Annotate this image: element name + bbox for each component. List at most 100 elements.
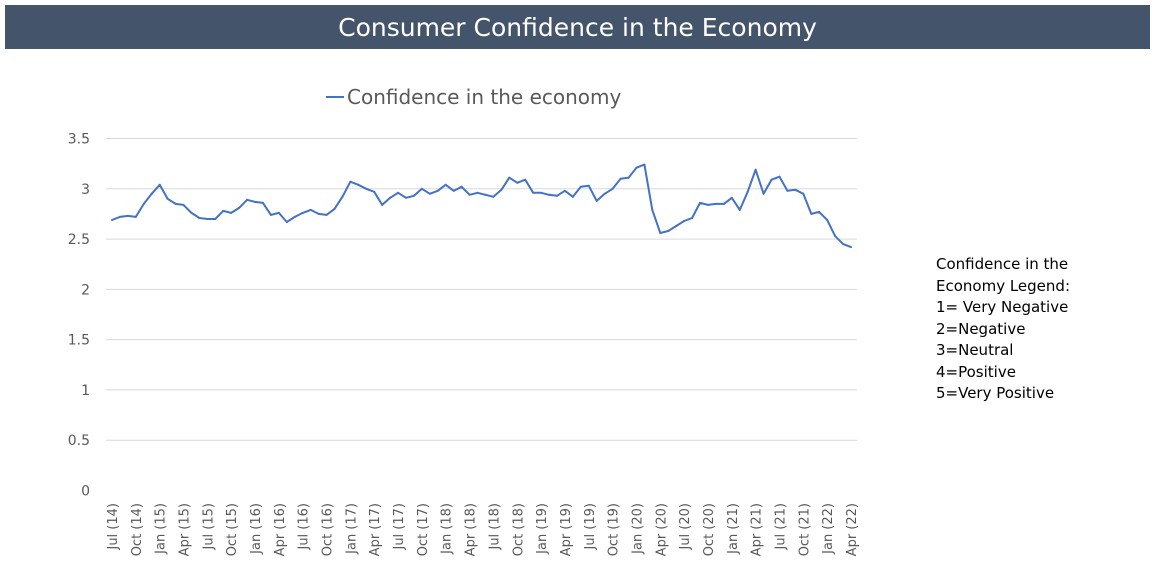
legend-item-very-positive: 5=Very Positive <box>936 384 1055 402</box>
data-point <box>524 178 527 181</box>
data-point <box>595 199 598 202</box>
data-point <box>214 218 217 220</box>
x-tick-label: Apr (15) <box>178 503 193 556</box>
legend-item-negative: 2=Negative <box>936 319 1026 338</box>
data-point <box>603 192 606 195</box>
data-point <box>230 211 233 214</box>
data-point <box>548 193 550 196</box>
x-tick-label: Jul (19) <box>583 503 598 551</box>
data-point <box>357 183 360 186</box>
data-point <box>714 202 717 205</box>
data-point <box>269 213 272 216</box>
data-point <box>699 201 701 204</box>
legend-item-neutral: 3=Neutral <box>936 341 1014 359</box>
data-point <box>722 202 725 205</box>
data-point <box>126 214 129 217</box>
confidence-scale-legend: Confidence in the Economy Legend: 1= Ver… <box>936 254 1146 405</box>
data-point <box>158 183 161 186</box>
data-point <box>730 196 733 199</box>
data-point <box>118 215 121 218</box>
data-point <box>770 178 773 181</box>
data-point <box>842 243 845 246</box>
data-point <box>222 209 225 212</box>
y-tick-label: 1 <box>81 383 90 399</box>
data-point <box>341 195 344 198</box>
x-tick-label: Apr (17) <box>368 503 383 556</box>
data-point <box>134 215 137 218</box>
legend-item-very-negative: 1= Very Negative <box>936 298 1069 316</box>
data-point <box>476 191 479 194</box>
data-point <box>285 221 288 223</box>
data-point <box>746 190 749 193</box>
data-point <box>802 192 805 195</box>
x-tick-label: Jul (14) <box>106 503 121 551</box>
data-point <box>794 188 797 191</box>
x-tick-label: Apr (16) <box>273 503 288 556</box>
x-tick-label: Jul (16) <box>297 503 312 551</box>
x-tick-label: Jan (19) <box>535 503 550 555</box>
data-point <box>174 202 177 205</box>
y-tick-label: 3.5 <box>68 132 90 148</box>
data-point <box>786 189 789 192</box>
data-point <box>754 168 757 171</box>
data-point <box>571 195 574 198</box>
data-point <box>635 166 638 169</box>
data-point <box>317 212 320 215</box>
data-point <box>190 211 193 214</box>
legend-label: Confidence in the economy <box>347 85 622 109</box>
data-point <box>826 219 829 221</box>
data-point <box>810 212 813 215</box>
data-point <box>198 217 201 219</box>
y-tick-label: 1.5 <box>68 333 90 349</box>
data-point <box>238 206 241 209</box>
gridlines <box>106 138 857 441</box>
x-tick-label: Oct (19) <box>607 503 622 556</box>
x-tick-label: Jul (21) <box>773 503 788 551</box>
data-point <box>683 220 686 222</box>
data-point <box>405 196 407 199</box>
data-point <box>333 207 336 210</box>
confidence-legend-title: Confidence in the Economy Legend: <box>936 255 1070 295</box>
data-point <box>420 187 423 190</box>
data-point <box>516 181 519 184</box>
data-point <box>556 194 558 197</box>
legend-item-positive: 4=Positive <box>936 362 1016 381</box>
x-tick-label: Jan (22) <box>821 503 836 555</box>
x-tick-label: Jan (16) <box>249 503 264 555</box>
data-point <box>142 202 145 205</box>
x-tick-label: Apr (18) <box>464 503 479 556</box>
data-point <box>309 208 312 211</box>
data-point <box>397 191 400 194</box>
data-point <box>619 177 622 180</box>
y-tick-label: 0 <box>81 484 90 500</box>
data-point <box>428 192 431 195</box>
data-point <box>484 193 487 196</box>
x-tick-label: Apr (19) <box>559 503 574 556</box>
x-tick-label: Jul (15) <box>201 503 216 551</box>
data-point <box>349 180 352 183</box>
data-point <box>166 197 169 200</box>
data-point <box>301 211 304 214</box>
data-point <box>262 201 264 204</box>
data-point <box>150 192 153 195</box>
data-point <box>691 217 694 219</box>
data-point <box>436 189 439 192</box>
data-point <box>707 203 709 206</box>
y-tick-label: 0.5 <box>68 433 90 449</box>
data-point <box>246 198 249 201</box>
x-tick-label: Jan (18) <box>440 503 455 555</box>
data-point <box>460 185 463 188</box>
data-point <box>587 184 590 187</box>
data-point <box>579 185 582 188</box>
data-point <box>627 176 630 179</box>
data-point <box>468 193 471 196</box>
y-tick-label: 2 <box>81 282 90 298</box>
data-point <box>206 218 209 220</box>
x-tick-label: Oct (15) <box>225 503 240 556</box>
y-tick-label: 3 <box>81 182 90 198</box>
x-tick-label: Oct (17) <box>416 503 431 556</box>
y-axis-tick-labels: 0 0.5 1 1.5 2 2.5 3 3.5 <box>68 132 90 500</box>
x-axis-tick-labels: Jul (14) Oct (14) Jan (15) Apr (15) Jul (15)… <box>106 503 860 556</box>
x-tick-label: Jul (18) <box>487 503 502 551</box>
